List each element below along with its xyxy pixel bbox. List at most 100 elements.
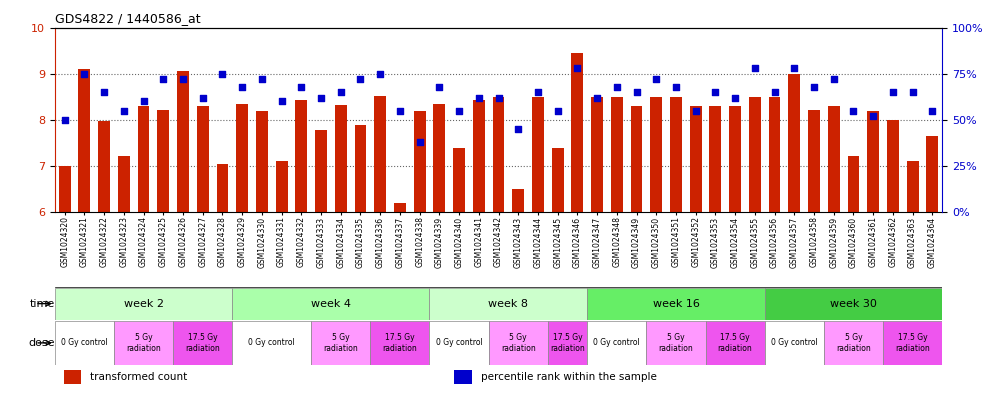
Point: [254, 76, 270, 83]
Point: [628, 89, 644, 95]
Point: [333, 89, 349, 95]
Bar: [99, 121, 110, 212]
Text: 17.5 Gy
radiation: 17.5 Gy radiation: [185, 333, 220, 353]
Bar: [749, 97, 761, 212]
Bar: [430, 288, 587, 320]
Bar: [631, 106, 642, 212]
Bar: [650, 97, 662, 212]
Text: 17.5 Gy
radiation: 17.5 Gy radiation: [895, 333, 930, 353]
Bar: [493, 97, 504, 212]
Point: [313, 95, 329, 101]
Text: 0 Gy control: 0 Gy control: [436, 338, 483, 347]
Text: time: time: [30, 299, 55, 309]
Point: [727, 95, 743, 101]
Bar: [532, 97, 543, 212]
Text: 5 Gy
radiation: 5 Gy radiation: [500, 333, 535, 353]
Bar: [414, 111, 426, 212]
Point: [589, 95, 605, 101]
Point: [353, 76, 369, 83]
Bar: [729, 106, 741, 212]
Bar: [706, 321, 765, 365]
Bar: [489, 321, 547, 365]
Bar: [867, 111, 879, 212]
Point: [57, 117, 73, 123]
Point: [392, 107, 408, 114]
Bar: [355, 125, 366, 212]
Bar: [587, 288, 765, 320]
Bar: [55, 288, 232, 320]
Bar: [311, 321, 370, 365]
Bar: [551, 147, 563, 212]
Bar: [710, 106, 721, 212]
Point: [491, 95, 506, 101]
Bar: [114, 321, 173, 365]
Bar: [374, 96, 386, 212]
Point: [432, 83, 448, 90]
Point: [156, 76, 171, 83]
Text: week 16: week 16: [652, 299, 700, 309]
Bar: [232, 288, 430, 320]
Bar: [55, 321, 114, 365]
Text: 5 Gy
radiation: 5 Gy radiation: [127, 333, 161, 353]
Bar: [883, 321, 942, 365]
Point: [116, 107, 132, 114]
Point: [924, 107, 940, 114]
Bar: [512, 189, 524, 212]
Text: 17.5 Gy
radiation: 17.5 Gy radiation: [383, 333, 418, 353]
Point: [234, 83, 250, 90]
Bar: [887, 120, 898, 212]
Bar: [315, 130, 327, 212]
Point: [175, 76, 191, 83]
Text: 0 Gy control: 0 Gy control: [593, 338, 640, 347]
Bar: [646, 321, 706, 365]
Bar: [216, 164, 228, 212]
Point: [549, 107, 565, 114]
Bar: [847, 156, 859, 212]
Point: [412, 139, 428, 145]
Bar: [236, 104, 248, 212]
Bar: [295, 101, 307, 212]
Bar: [177, 72, 188, 212]
Bar: [158, 110, 169, 212]
Point: [96, 89, 112, 95]
Bar: [256, 111, 268, 212]
Bar: [547, 321, 587, 365]
Bar: [454, 149, 465, 212]
Text: week 4: week 4: [311, 299, 351, 309]
Point: [747, 65, 763, 71]
Text: dose: dose: [29, 338, 55, 348]
Bar: [611, 97, 623, 212]
Bar: [118, 156, 130, 212]
Text: 17.5 Gy
radiation: 17.5 Gy radiation: [550, 333, 585, 353]
Bar: [434, 104, 446, 212]
Bar: [79, 69, 91, 212]
Bar: [690, 106, 702, 212]
Text: GDS4822 / 1440586_at: GDS4822 / 1440586_at: [55, 12, 200, 25]
Text: 5 Gy
radiation: 5 Gy radiation: [323, 333, 358, 353]
Text: 5 Gy
radiation: 5 Gy radiation: [836, 333, 870, 353]
Text: week 30: week 30: [830, 299, 877, 309]
Point: [806, 83, 822, 90]
Bar: [138, 106, 150, 212]
Point: [904, 89, 920, 95]
Bar: [232, 321, 311, 365]
Text: 0 Gy control: 0 Gy control: [61, 338, 108, 347]
Bar: [824, 321, 883, 365]
Bar: [173, 321, 232, 365]
Point: [787, 65, 803, 71]
Bar: [769, 97, 781, 212]
Bar: [926, 136, 938, 212]
Point: [194, 95, 210, 101]
Text: transformed count: transformed count: [91, 372, 187, 382]
Point: [609, 83, 625, 90]
Text: percentile rank within the sample: percentile rank within the sample: [481, 372, 657, 382]
Point: [471, 95, 487, 101]
Bar: [591, 97, 603, 212]
Point: [451, 107, 467, 114]
Bar: [430, 321, 489, 365]
Bar: [765, 288, 942, 320]
Bar: [670, 97, 682, 212]
Bar: [64, 370, 82, 384]
Bar: [571, 53, 583, 212]
Bar: [828, 106, 839, 212]
